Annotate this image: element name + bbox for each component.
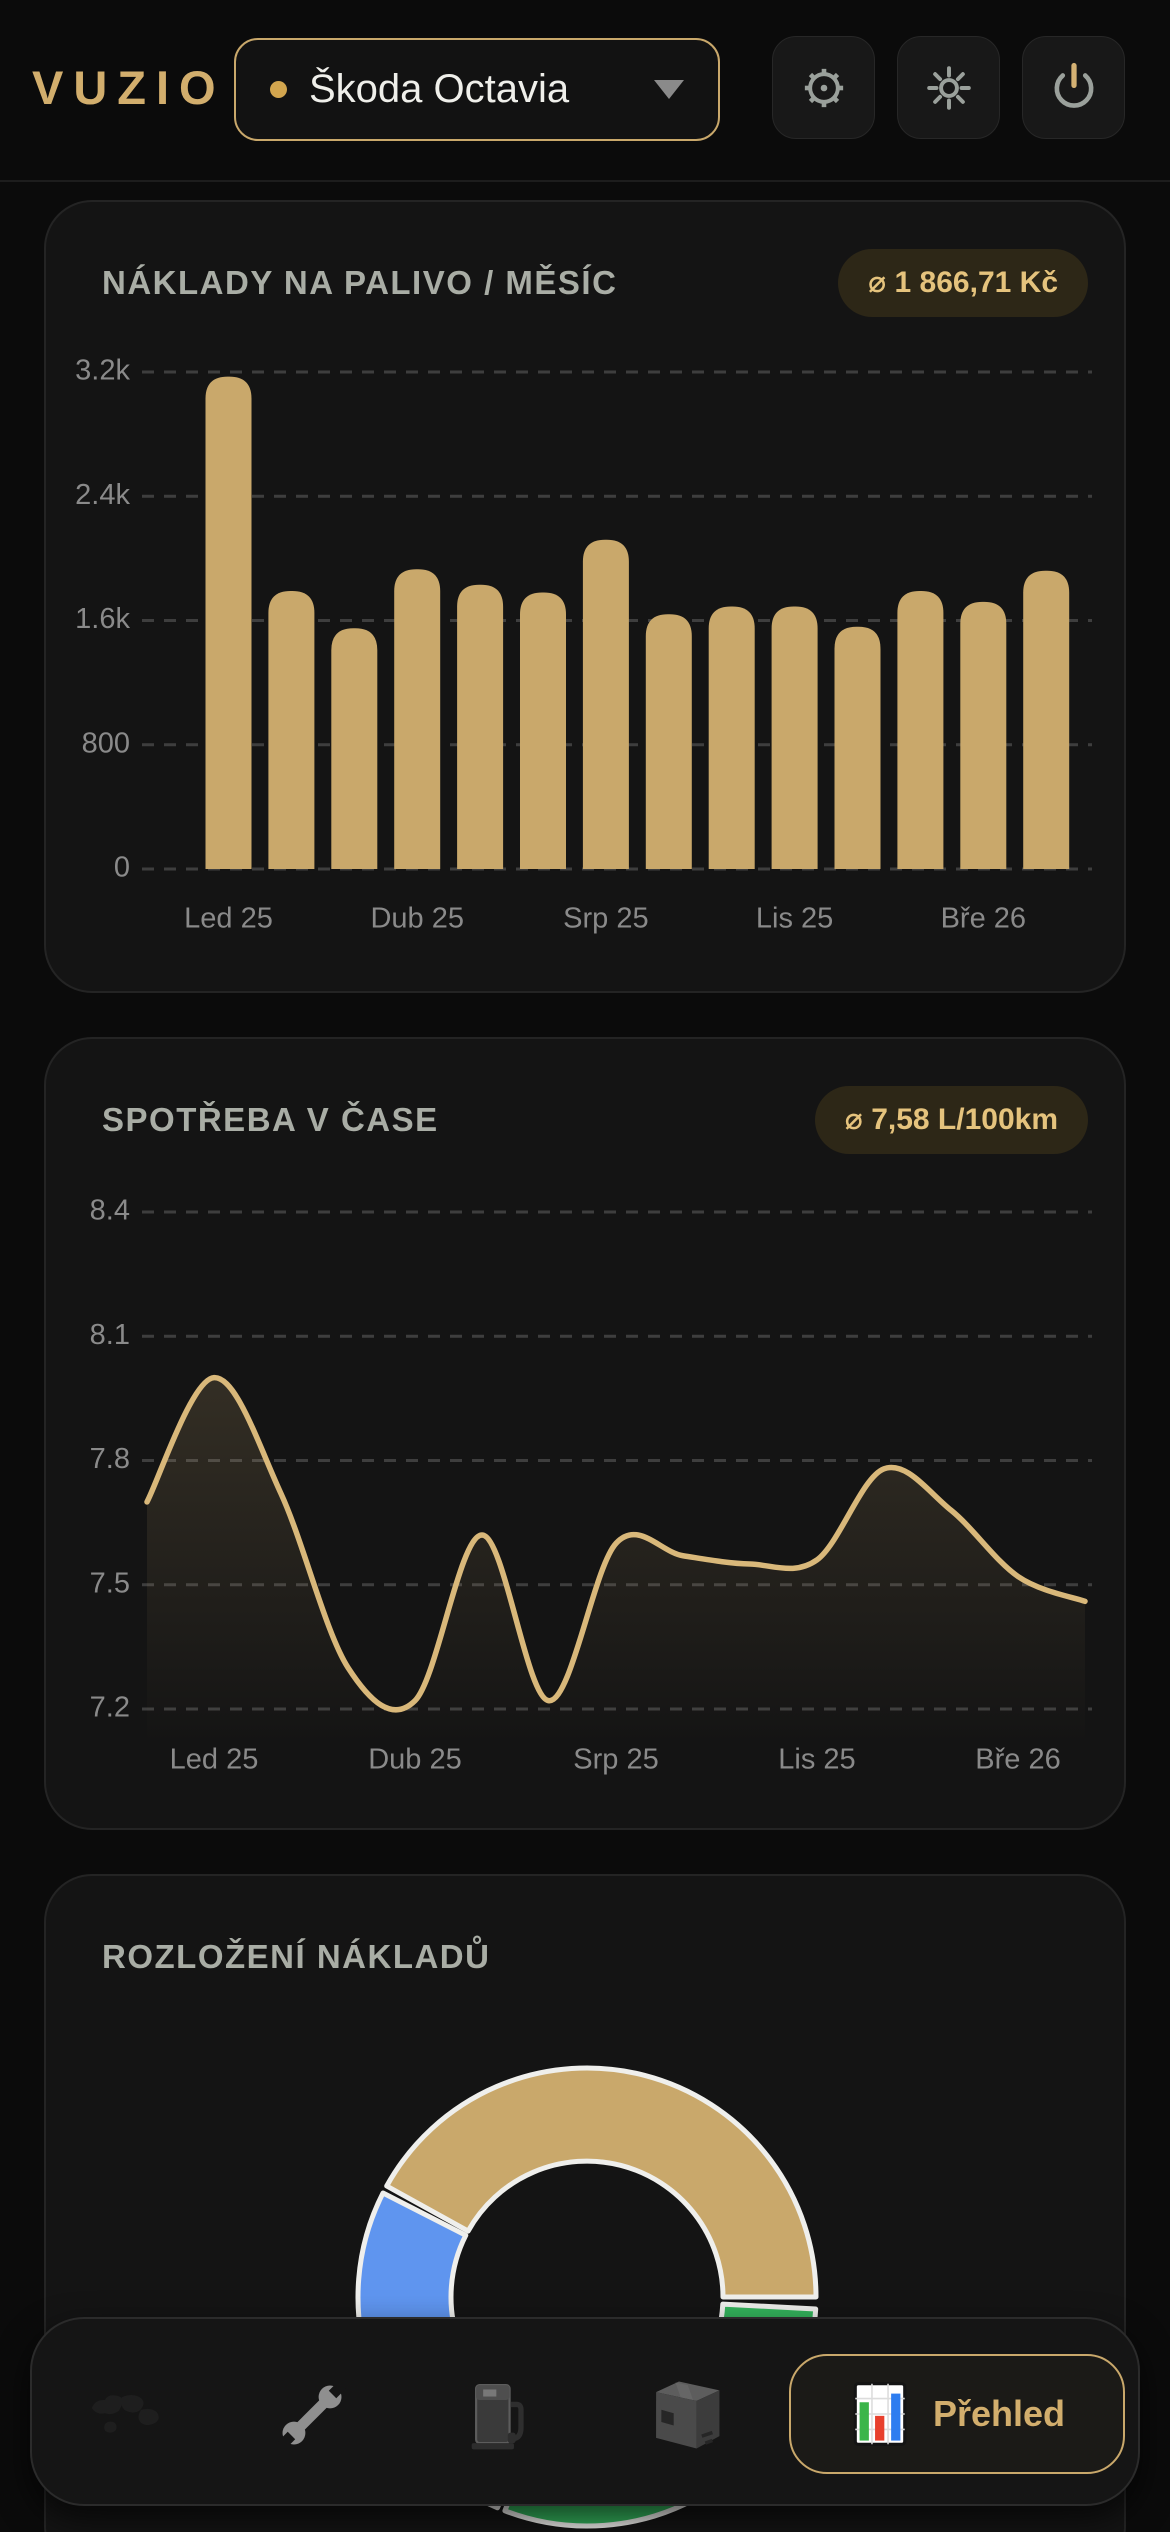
svg-text:800: 800 <box>82 727 130 759</box>
header-divider <box>0 180 1170 182</box>
bottom-nav: Přehled <box>30 2317 1140 2506</box>
svg-text:Lis 25: Lis 25 <box>778 1744 855 1776</box>
consumption-title: SPOTŘEBA V ČASE <box>102 1101 439 1138</box>
world-map-icon <box>91 2394 159 2433</box>
nav-item-fuel[interactable] <box>449 2365 549 2465</box>
nav-active-label: Přehled <box>932 2393 1066 2434</box>
package-icon <box>656 2381 720 2449</box>
svg-text:0: 0 <box>114 852 130 884</box>
consumption-line-chart: 8.4 8.1 7.8 7.5 7.2 Led 25 Dub 25 Srp 25 Lis 25 B… <box>90 1195 1092 1776</box>
chevron-down-icon <box>654 80 684 99</box>
svg-text:Srp 25: Srp 25 <box>563 903 648 935</box>
vehicle-status-dot <box>270 81 287 98</box>
nav-item-map[interactable] <box>77 2365 177 2465</box>
svg-text:7.8: 7.8 <box>90 1443 130 1475</box>
svg-text:7.2: 7.2 <box>90 1692 130 1724</box>
svg-text:1.6k: 1.6k <box>75 603 130 635</box>
svg-text:Srp 25: Srp 25 <box>573 1744 658 1776</box>
vehicle-selector-value: Škoda Octavia <box>309 67 570 111</box>
wrench-icon <box>278 2381 346 2449</box>
nav-item-inventory[interactable] <box>636 2365 736 2465</box>
fuel-costs-card: NÁKLADY NA PALIVO / MĚSÍC ⌀ 1 866,71 Kč … <box>44 200 1126 993</box>
consumption-average-badge: ⌀ 7,58 L/100km <box>814 1086 1088 1154</box>
nav-item-overview[interactable]: Přehled <box>789 2354 1125 2474</box>
gear-icon <box>804 68 843 107</box>
svg-text:8.4: 8.4 <box>90 1195 130 1227</box>
svg-text:7.5: 7.5 <box>90 1567 130 1599</box>
nav-item-service[interactable] <box>262 2365 362 2465</box>
cost-breakdown-title: ROZLOŽENÍ NÁKLADŮ <box>102 1938 491 1975</box>
svg-text:Bře 26: Bře 26 <box>941 903 1026 935</box>
consumption-card: SPOTŘEBA V ČASE ⌀ 7,58 L/100km 8.4 8.1 7.8… <box>44 1037 1126 1830</box>
svg-text:Bře 26: Bře 26 <box>975 1744 1060 1776</box>
svg-text:8.1: 8.1 <box>90 1319 130 1351</box>
svg-text:2.4k: 2.4k <box>75 479 130 511</box>
power-button[interactable] <box>1022 36 1125 139</box>
fuel-costs-average-badge: ⌀ 1 866,71 Kč <box>838 249 1088 317</box>
fuel-pump-icon <box>471 2383 524 2450</box>
svg-text:Led 25: Led 25 <box>170 1744 259 1776</box>
vehicle-selector[interactable]: Škoda Octavia <box>234 38 720 141</box>
power-icon <box>1054 62 1093 108</box>
settings-button[interactable] <box>772 36 875 139</box>
svg-text:3.2k: 3.2k <box>75 355 130 387</box>
brightness-icon <box>926 65 971 110</box>
svg-text:Led 25: Led 25 <box>184 903 273 935</box>
fuel-costs-bar-chart: 3.2k 2.4k 1.6k 800 0 Led 25 Dub 25 Srp 25 Lis 25… <box>75 355 1092 935</box>
fuel-costs-title: NÁKLADY NA PALIVO / MĚSÍC <box>102 264 618 301</box>
svg-text:Dub 25: Dub 25 <box>370 903 464 935</box>
svg-text:Dub 25: Dub 25 <box>368 1744 462 1776</box>
brightness-button[interactable] <box>897 36 1000 139</box>
app-logo: VUZIO <box>32 61 226 114</box>
bar-chart-icon <box>853 2382 907 2446</box>
svg-text:Lis 25: Lis 25 <box>756 903 833 935</box>
